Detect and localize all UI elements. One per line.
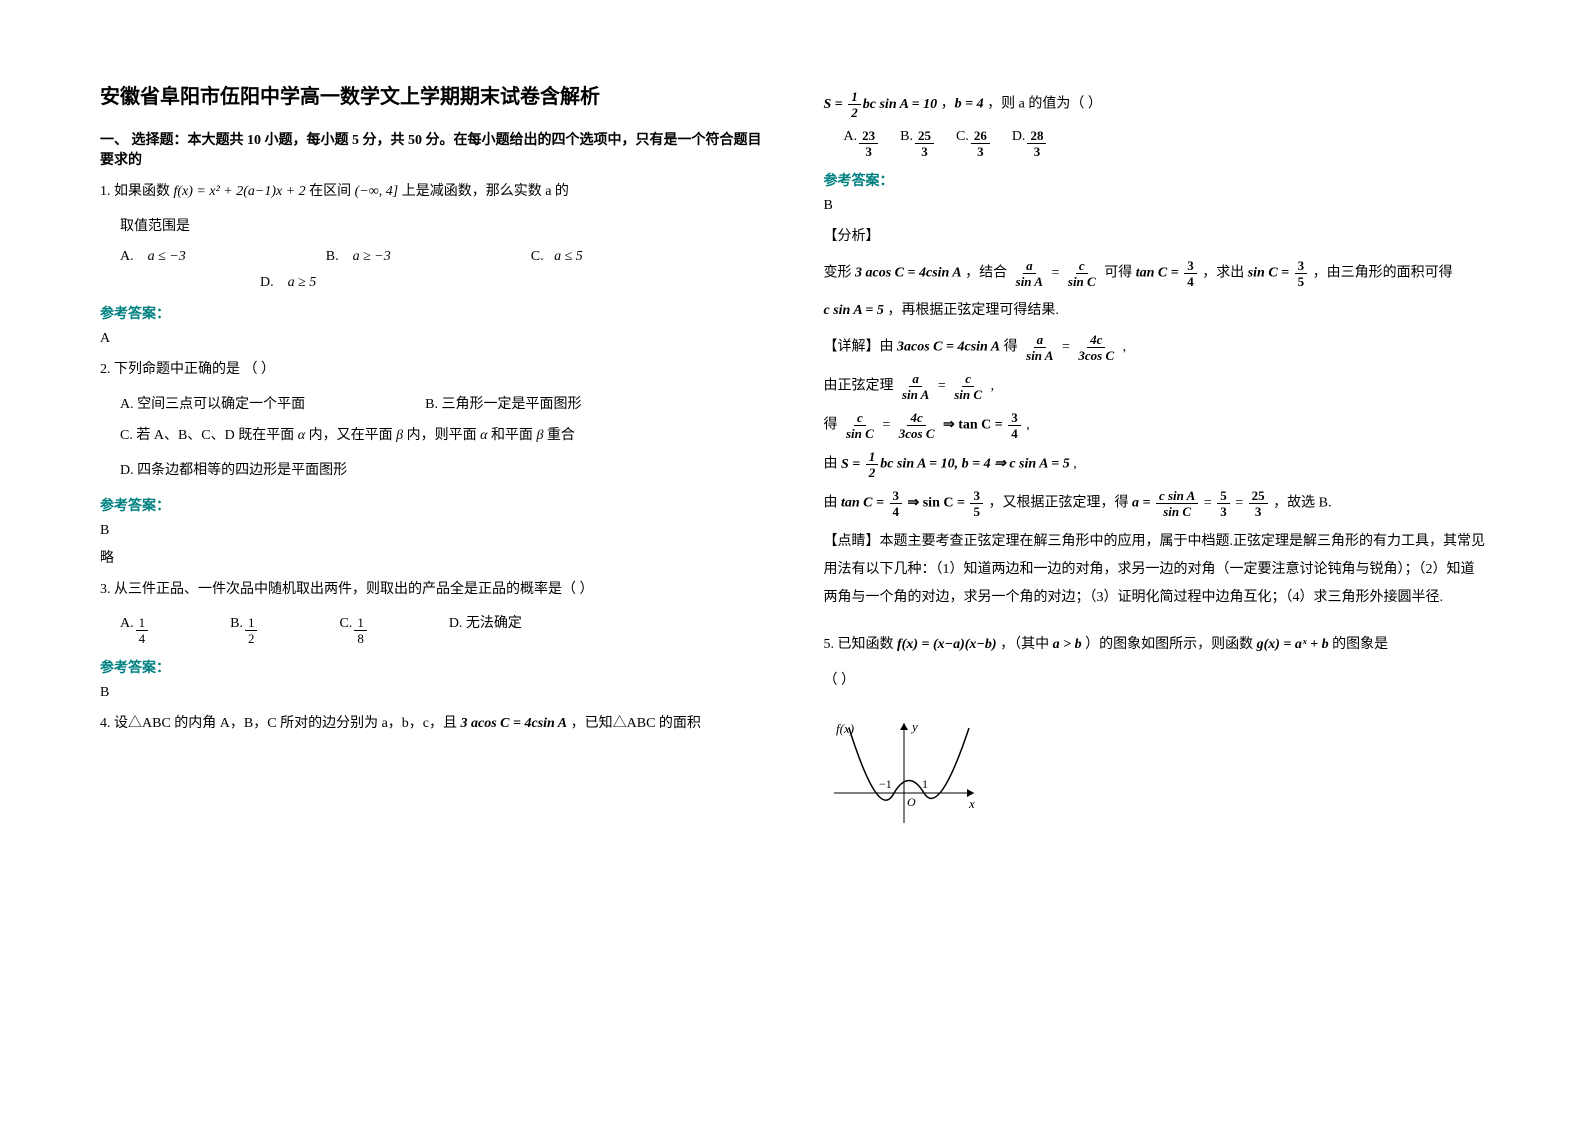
q1-answer-label: 参考答案： <box>100 303 764 323</box>
graph-O-label: O <box>907 795 916 809</box>
q4-opt-d: D. 283 <box>1012 129 1049 158</box>
q4-final: 由 tan C = 34 ⇒ sin C = 35 ，又根据正弦定理，得 a =… <box>824 489 1488 518</box>
q4-area-line: 由 S = 12bc sin A = 10, b = 4 ⇒ c sin A =… <box>824 450 1488 479</box>
q4-opt-a: A. 233 <box>844 129 881 158</box>
q3-opt-a: A. 14 <box>120 616 150 645</box>
q1-opt-b: B. a ≥ −3 <box>326 249 391 265</box>
q1-stem-line2: 取值范围是 <box>100 214 764 239</box>
q4-stem-line1: 4. 设△ABC 的内角 A，B，C 所对的边分别为 a，b，c，且 3 aco… <box>100 711 764 736</box>
q2-row-ab: A. 空间三点可以确定一个平面 B. 三角形一定是平面图形 <box>120 393 764 413</box>
section-header: 一、 选择题：本大题共 10 小题，每小题 5 分，共 50 分。在每小题给出的… <box>100 129 764 169</box>
q1-answer: A <box>100 331 764 347</box>
q3-answer: B <box>100 685 764 701</box>
title: 安徽省阜阳市伍阳中学高一数学文上学期期末试卷含解析 <box>100 80 764 109</box>
q4-sine-law: 由正弦定理 asin A = csin C , <box>824 372 1488 401</box>
q3-answer-label: 参考答案： <box>100 657 764 677</box>
q2-opt-b: B. 三角形一定是平面图形 <box>425 393 581 413</box>
q4-get-tan: 得 csin C = 4c3cos C ⇒ tan C = 34 , <box>824 411 1488 440</box>
graph-1-label: 1 <box>922 777 928 791</box>
q2-opt-a: A. 空间三点可以确定一个平面 <box>120 393 305 413</box>
graph-neg1-label: −1 <box>879 777 892 791</box>
graph-y-label: y <box>910 719 918 734</box>
q4-answer-label: 参考答案： <box>824 170 1488 190</box>
q2-opt-c: C. 若 A、B、C、D 既在平面 α 内，又在平面 β 内，则平面 α 和平面… <box>100 423 764 448</box>
right-column: S = 12bc sin A = 10 ，b = 4 ，则 a 的值为（ ） A… <box>824 80 1488 1042</box>
q1-opt-d: D. a ≥ 5 <box>260 275 316 291</box>
q2-opt-d: D. 四条边都相等的四边形是平面图形 <box>100 458 764 483</box>
q3-opt-c: C. 18 <box>339 616 368 645</box>
q1-opt-a: A. a ≤ −3 <box>120 249 186 265</box>
q3-opt-b: B. 12 <box>230 616 259 645</box>
q5-stem: 5. 已知函数 f(x) = (x−a)(x−b) ，（其中 a > b ）的图… <box>824 632 1488 657</box>
q4-options: A. 233 B. 253 C. 263 D. 283 <box>844 129 1488 158</box>
q4-opt-b: B. 253 <box>900 129 936 158</box>
q1-stem: 1. 如果函数 f(x) = x² + 2(a−1)x + 2 在区间 (−∞,… <box>100 179 764 204</box>
q4-analysis-label: 【分析】 <box>824 224 1488 249</box>
q2-answer-label: 参考答案： <box>100 495 764 515</box>
q4-opt-c: C. 263 <box>956 129 992 158</box>
q3-options: A. 14 B. 12 C. 18 D. 无法确定 <box>120 612 764 645</box>
left-column: 安徽省阜阳市伍阳中学高一数学文上学期期末试卷含解析 一、 选择题：本大题共 10… <box>100 80 764 1042</box>
q2-answer: B <box>100 523 764 539</box>
q4-step1: 变形 3 acos C = 4csin A ，结合 asin A = csin … <box>824 259 1488 288</box>
q4-comment: 【点睛】本题主要考查正弦定理在解三角形中的应用，属于中档题.正弦定理是解三角形的… <box>824 528 1488 612</box>
graph-x-label: x <box>968 796 975 811</box>
q3-opt-d: D. 无法确定 <box>449 612 522 632</box>
q4-detail: 【详解】由 3acos C = 4csin A 得 asin A = 4c3co… <box>824 333 1488 362</box>
q4-answer: B <box>824 198 1488 214</box>
q2-stem: 2. 下列命题中正确的是 （ ） <box>100 357 764 382</box>
q1-options-row1: A. a ≤ −3 B. a ≥ −3 C. a ≤ 5 <box>120 249 764 265</box>
q5-graph: f(x) y x −1 1 O <box>824 713 984 833</box>
q3-stem: 3. 从三件正品、一件次品中随机取出两件，则取出的产品全是正品的概率是（ ） <box>100 577 764 602</box>
q1-options-row2: D. a ≥ 5 <box>260 275 764 291</box>
q4-area-row: S = 12bc sin A = 10 ，b = 4 ，则 a 的值为（ ） <box>824 90 1488 119</box>
graph-fx-label: f(x) <box>836 721 854 736</box>
q4-step2: c sin A = 5 ，再根据正弦定理可得结果. <box>824 298 1488 323</box>
q2-answer2: 略 <box>100 547 764 567</box>
q5-paren: （ ） <box>824 668 1488 693</box>
q1-opt-c: C. a ≤ 5 <box>531 249 583 265</box>
